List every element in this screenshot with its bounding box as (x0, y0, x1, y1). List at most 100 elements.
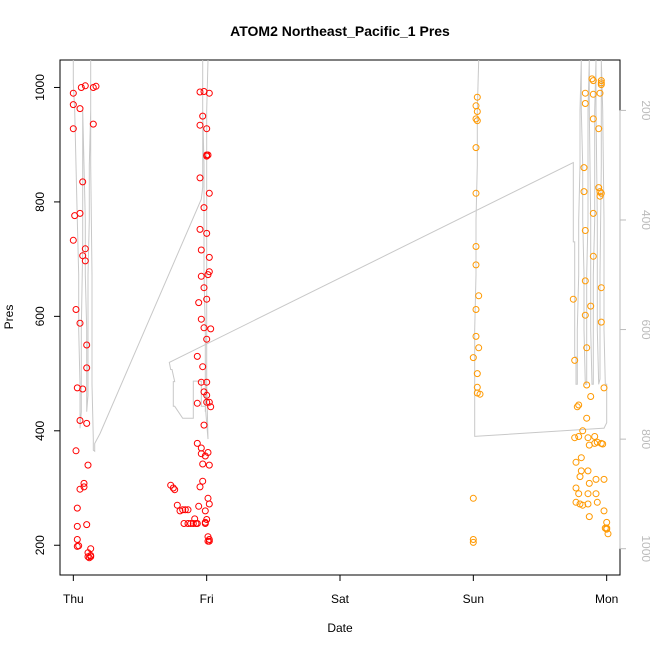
data-point (171, 486, 179, 494)
data-point (83, 521, 91, 529)
data-point (197, 378, 205, 386)
data-point (472, 144, 480, 152)
data-point (204, 494, 212, 502)
data-point (469, 538, 477, 546)
data-point (203, 398, 211, 406)
data-point (203, 125, 211, 133)
data-point (203, 295, 211, 303)
data-point (196, 88, 204, 96)
data-point (593, 498, 601, 506)
data-point (591, 433, 599, 440)
data-point (576, 473, 584, 481)
data-point (199, 477, 207, 485)
data-point (599, 440, 607, 448)
data-point (589, 209, 597, 217)
data-point (584, 467, 592, 475)
data-point (197, 272, 205, 280)
data-point (569, 295, 577, 303)
data-point (76, 209, 84, 217)
data-point (73, 536, 81, 543)
data-point (592, 490, 600, 498)
line-series-layer (72, 59, 608, 453)
data-point (203, 229, 211, 237)
data-point (577, 454, 585, 462)
data-point (589, 90, 597, 98)
data-point (200, 284, 208, 292)
data-point (205, 537, 213, 545)
data-point (205, 398, 213, 406)
data-point (199, 363, 207, 371)
y-axis-right: 200 400 600 800 1000 (619, 100, 650, 562)
data-point (580, 164, 588, 172)
data-point (201, 520, 209, 527)
data-point (472, 332, 480, 340)
data-point (203, 151, 211, 159)
data-point (596, 89, 604, 97)
data-point (472, 102, 480, 110)
data-point (80, 479, 88, 487)
data-point (179, 506, 187, 514)
data-point (587, 393, 595, 400)
data-point (193, 399, 201, 407)
data-point (469, 536, 477, 543)
data-point (585, 479, 593, 487)
data-point (600, 384, 608, 392)
x-axis: Thu Fri Sat Sun Mon (63, 574, 618, 606)
data-point (472, 243, 480, 250)
data-point (72, 306, 80, 313)
data-point (203, 378, 211, 386)
data-point (572, 498, 580, 506)
data-point (81, 245, 89, 253)
data-point (205, 189, 213, 197)
data-point (199, 112, 207, 120)
data-point (69, 125, 77, 133)
x-tick-label: Fri (200, 592, 214, 606)
data-point (195, 502, 203, 510)
data-point (469, 354, 477, 362)
data-point (196, 483, 204, 491)
data-point (205, 461, 213, 469)
data-point (595, 125, 603, 133)
data-point (589, 252, 597, 260)
data-point (204, 271, 212, 279)
data-point (473, 117, 481, 125)
data-point (575, 401, 583, 409)
data-point (473, 93, 481, 101)
data-point (581, 100, 589, 107)
data-point (585, 513, 593, 521)
data-point (469, 494, 477, 502)
data-point (597, 284, 605, 292)
y-right-tick-label: 600 (639, 320, 650, 340)
y-tick-label: 200 (33, 535, 47, 555)
data-point (196, 225, 204, 233)
data-point (581, 89, 589, 97)
data-point (472, 115, 480, 123)
data-point (181, 506, 189, 514)
y-axis-label: Pres (2, 305, 16, 330)
data-point (472, 261, 480, 269)
x-axis-label: Date (327, 621, 353, 635)
data-point (84, 461, 92, 469)
data-point (197, 450, 205, 458)
data-point (203, 516, 211, 523)
data-point (197, 246, 205, 254)
y-right-tick-label: 400 (639, 210, 650, 230)
data-point (579, 501, 587, 509)
y-right-tick-label: 800 (639, 429, 650, 449)
data-point (80, 483, 88, 491)
data-point (173, 501, 181, 509)
data-point (476, 390, 484, 398)
data-point (580, 188, 588, 196)
data-point (200, 421, 208, 429)
y-tick-label: 400 (33, 420, 47, 440)
data-point (197, 444, 205, 452)
data-point (76, 319, 84, 327)
data-point (184, 520, 192, 527)
data-point (581, 227, 589, 234)
plot-area-border (59, 59, 621, 576)
data-point (597, 189, 605, 197)
data-point (604, 530, 612, 538)
data-point (600, 507, 608, 515)
data-point (193, 520, 201, 527)
data-point (203, 391, 211, 399)
